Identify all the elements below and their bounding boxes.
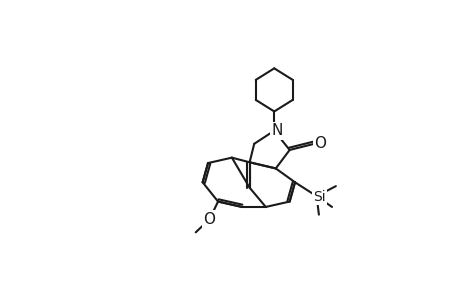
Text: Si: Si bbox=[313, 190, 325, 204]
Text: O: O bbox=[314, 136, 326, 151]
Text: O: O bbox=[203, 212, 215, 227]
Text: N: N bbox=[271, 123, 282, 138]
